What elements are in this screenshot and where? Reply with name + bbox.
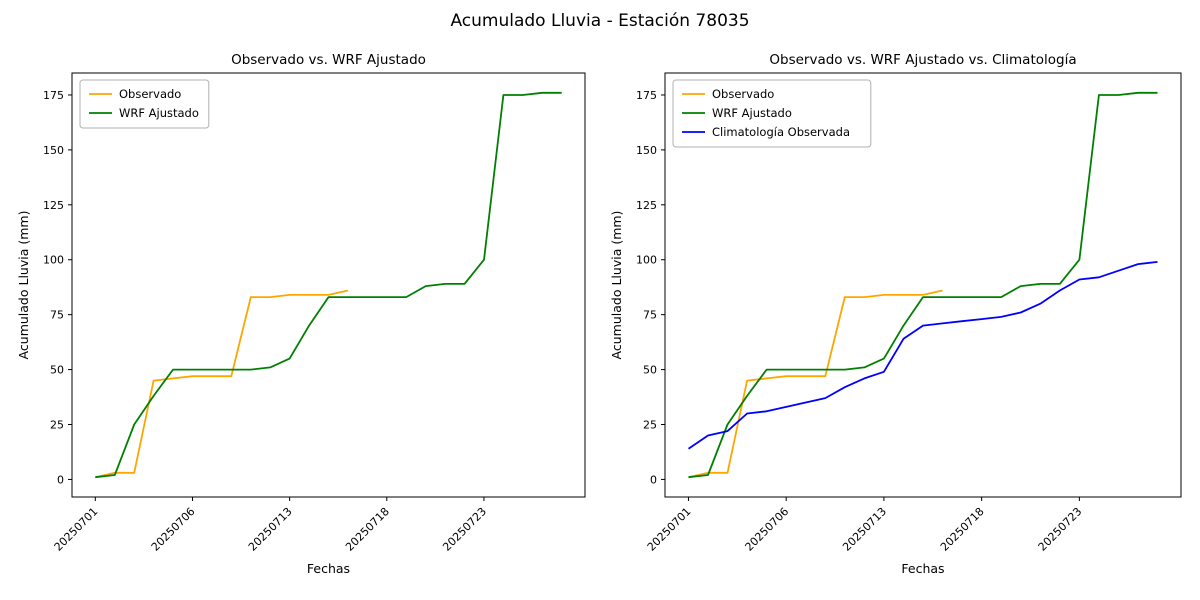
chart-title: Observado vs. WRF Ajustado [231, 52, 426, 68]
y-tick-label: 100 [636, 254, 657, 267]
legend: Observado WRF Ajustado Climatología Observ… [672, 79, 872, 148]
x-tick-label: 20250701 [52, 505, 101, 554]
x-axis-label: Fechas [901, 561, 944, 576]
chart-title: Observado vs. WRF Ajustado vs. Climatolo… [769, 52, 1076, 68]
series-observado-line [688, 289, 943, 479]
legend-label-climatolog-a-observada: Climatología Observada [712, 125, 850, 139]
legend-label-wrf-ajustado: WRF Ajustado [712, 106, 792, 120]
y-tick-label: 25 [50, 419, 64, 432]
series-climatolog-a-observada-line [687, 261, 1158, 450]
y-axis-label: Acumulado Lluvia (mm) [16, 211, 31, 360]
legend-label-observado: Observado [119, 87, 181, 101]
y-tick-label: 50 [50, 364, 64, 377]
x-tick-label: 20250713 [246, 505, 295, 554]
series-wrf-ajustado-line [688, 91, 1158, 479]
x-tick-label: 20250701 [645, 505, 694, 554]
y-tick-label: 0 [57, 473, 64, 486]
figure-title: Acumulado Lluvia - Estación 78035 [450, 11, 750, 31]
x-tick-label: 20250723 [440, 505, 489, 554]
x-tick-label: 20250723 [1036, 505, 1085, 554]
y-tick-label: 0 [650, 473, 657, 486]
y-tick-label: 175 [636, 89, 657, 102]
y-tick-label: 50 [643, 364, 657, 377]
legend: Observado WRF Ajustado [79, 79, 210, 129]
x-tick-label: 20250713 [840, 505, 889, 554]
y-tick-label: 150 [43, 144, 64, 157]
legend-box [79, 79, 210, 129]
x-tick-label: 20250706 [743, 505, 792, 554]
y-tick-label: 25 [643, 419, 657, 432]
axes-spines [71, 72, 586, 498]
subplot-observado-vs-wrf-ajustado: 0 25 50 75 100 125 150 175 20250701 20250706 20250… [16, 52, 586, 576]
y-tick-label: 175 [43, 89, 64, 102]
y-tick-label: 125 [43, 199, 64, 212]
x-axis-label: Fechas [307, 561, 350, 576]
x-tick-label: 20250718 [938, 505, 987, 554]
axes-spines [664, 72, 1182, 498]
legend-label-observado: Observado [712, 87, 774, 101]
series-observado-line [95, 289, 349, 479]
legend-label-wrf-ajustado: WRF Ajustado [119, 106, 199, 120]
y-axis-label: Acumulado Lluvia (mm) [609, 211, 624, 360]
y-tick-label: 75 [50, 309, 64, 322]
legend-box [672, 79, 872, 148]
series-wrf-ajustado-line [95, 91, 562, 479]
y-tick-label: 150 [636, 144, 657, 157]
x-tick-label: 20250718 [343, 505, 392, 554]
y-tick-label: 125 [636, 199, 657, 212]
subplot-observado-vs-wrf-ajustado-vs-climatolog-a: 0 25 50 75 100 125 150 175 20250701 20250706 20250… [609, 52, 1182, 576]
y-tick-label: 100 [43, 254, 64, 267]
x-tick-label: 20250706 [149, 505, 198, 554]
y-tick-label: 75 [643, 309, 657, 322]
